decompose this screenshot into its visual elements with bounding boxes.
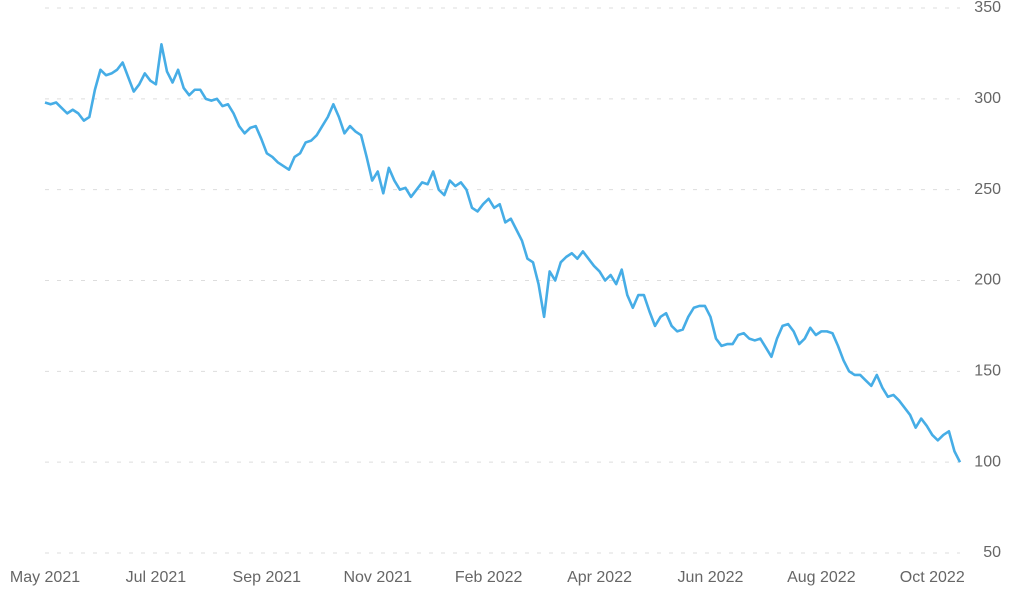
x-tick-label: Jun 2022	[678, 569, 744, 586]
x-tick-label: Aug 2022	[787, 569, 856, 586]
y-tick-label: 200	[974, 272, 1001, 289]
y-tick-label: 100	[974, 453, 1001, 470]
x-tick-label: Apr 2022	[567, 569, 632, 586]
x-tick-label: Jul 2021	[126, 569, 187, 586]
x-tick-label: Oct 2022	[900, 569, 965, 586]
x-tick-label: Sep 2021	[233, 569, 302, 586]
y-tick-label: 250	[974, 181, 1001, 198]
y-tick-label: 350	[974, 0, 1001, 16]
y-tick-label: 300	[974, 90, 1001, 107]
y-tick-label: 150	[974, 363, 1001, 380]
x-tick-label: May 2021	[10, 569, 80, 586]
x-tick-label: Feb 2022	[455, 569, 523, 586]
x-tick-label: Nov 2021	[343, 569, 412, 586]
price-line	[44, 43, 962, 463]
y-tick-label: 50	[983, 544, 1001, 561]
